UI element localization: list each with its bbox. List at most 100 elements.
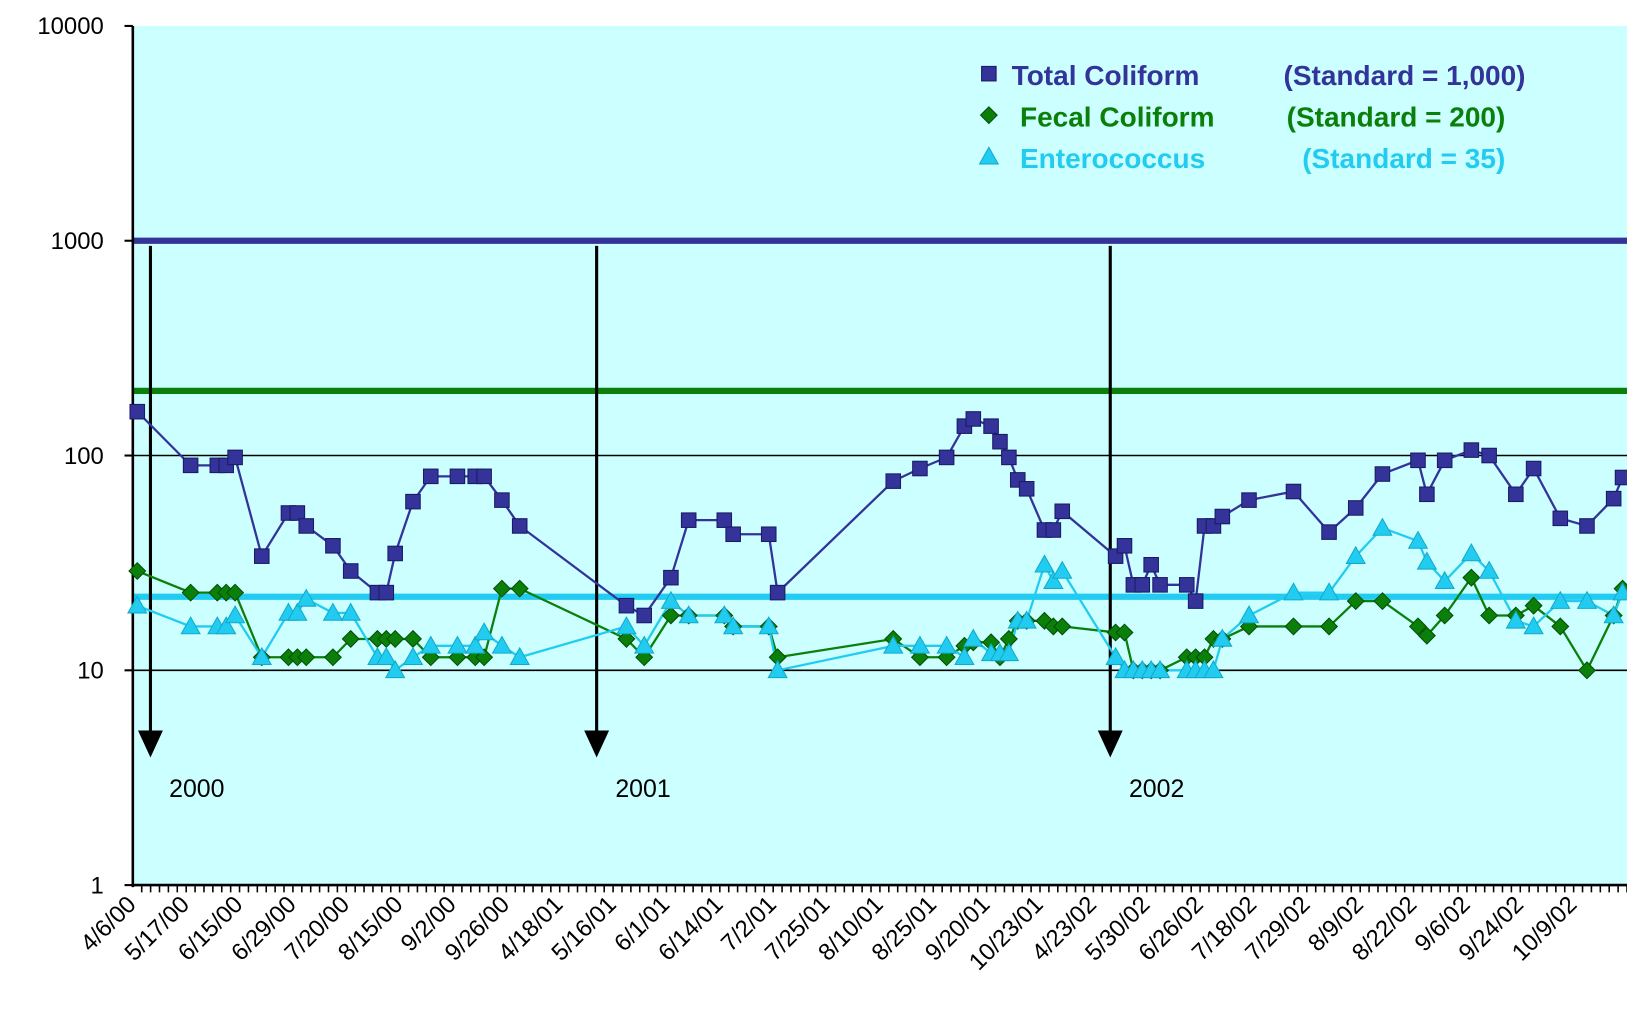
marker: [909, 635, 931, 654]
legend-standard: (Standard = 35): [1302, 143, 1505, 174]
marker: [680, 512, 697, 528]
marker: [617, 629, 636, 648]
marker: [1407, 530, 1429, 549]
marker: [1321, 524, 1337, 540]
marker: [287, 602, 308, 621]
marker: [1552, 510, 1569, 527]
marker: [1346, 592, 1365, 611]
marker: [998, 642, 1020, 662]
marker: [1238, 605, 1260, 624]
marker: [1214, 508, 1231, 525]
marker: [963, 628, 984, 647]
marker: [449, 468, 466, 485]
marker: [1134, 577, 1151, 593]
marker: [954, 646, 975, 666]
marker: [1241, 492, 1257, 508]
marker: [476, 468, 492, 485]
marker: [1212, 628, 1233, 647]
series-layer: [127, 403, 1627, 680]
marker: [1345, 545, 1366, 564]
marker: [1318, 582, 1340, 601]
marker: [1054, 503, 1071, 520]
marker: [511, 518, 528, 534]
legend-label: Total Coliform: [1012, 60, 1200, 91]
marker: [1505, 610, 1527, 629]
marker: [182, 457, 199, 474]
y-tick-label: 100: [64, 443, 104, 470]
y-tick-label: 1: [90, 872, 103, 899]
legend-marker: [978, 146, 1000, 165]
year-label: 2002: [1129, 775, 1184, 803]
marker: [678, 605, 699, 624]
marker: [938, 449, 955, 466]
legend-marker: [979, 106, 998, 125]
marker: [1612, 582, 1627, 601]
marker: [616, 616, 637, 635]
marker: [1043, 570, 1064, 589]
marker: [1052, 560, 1073, 579]
marker: [1481, 447, 1497, 464]
marker: [376, 646, 397, 666]
marker: [1434, 570, 1455, 589]
marker: [1417, 626, 1436, 645]
marker: [618, 597, 635, 614]
marker: [1435, 606, 1454, 625]
marker: [767, 659, 788, 679]
marker: [660, 590, 682, 609]
marker: [965, 411, 982, 427]
marker: [636, 607, 653, 624]
marker: [1045, 522, 1062, 538]
marker: [323, 648, 342, 667]
marker: [1462, 568, 1481, 587]
marker: [1149, 659, 1171, 679]
marker: [883, 635, 904, 654]
marker: [465, 635, 486, 654]
marker: [1416, 551, 1438, 570]
marker: [1053, 617, 1072, 636]
marker: [473, 622, 495, 641]
marker: [341, 629, 360, 648]
marker: [386, 629, 405, 648]
arrow-head: [584, 730, 610, 758]
marker: [289, 505, 306, 521]
marker: [510, 579, 529, 598]
marker: [1614, 469, 1627, 486]
marker: [492, 579, 511, 598]
legend-label: Enterococcus: [1020, 143, 1205, 174]
y-tick-label: 1000: [51, 228, 104, 255]
y-tick-label: 10: [77, 658, 104, 685]
marker: [661, 606, 680, 625]
marker: [1525, 460, 1542, 477]
marker: [298, 518, 315, 534]
marker: [127, 595, 148, 614]
marker: [1408, 617, 1428, 636]
arrow-head: [1097, 730, 1123, 758]
marker: [422, 468, 439, 485]
marker: [1143, 556, 1159, 573]
marker: [494, 492, 510, 508]
marker: [387, 545, 403, 562]
marker: [1016, 610, 1037, 629]
marker: [322, 602, 344, 621]
marker: [1034, 554, 1055, 573]
marker: [215, 616, 237, 635]
marker: [1463, 442, 1480, 458]
marker: [633, 635, 655, 654]
marker: [760, 526, 777, 543]
arrow-head: [138, 730, 163, 758]
marker: [725, 526, 741, 543]
marker: [297, 648, 316, 667]
legend-label: Fecal Coliform: [1020, 102, 1214, 133]
marker: [384, 659, 406, 679]
marker: [447, 635, 468, 654]
marker: [509, 646, 530, 666]
marker: [1105, 646, 1126, 666]
marker: [325, 538, 341, 554]
marker: [180, 616, 201, 635]
marker: [1508, 486, 1524, 503]
marker: [420, 635, 441, 654]
marker: [1419, 486, 1435, 503]
marker: [1410, 452, 1426, 469]
marker: [224, 605, 246, 624]
